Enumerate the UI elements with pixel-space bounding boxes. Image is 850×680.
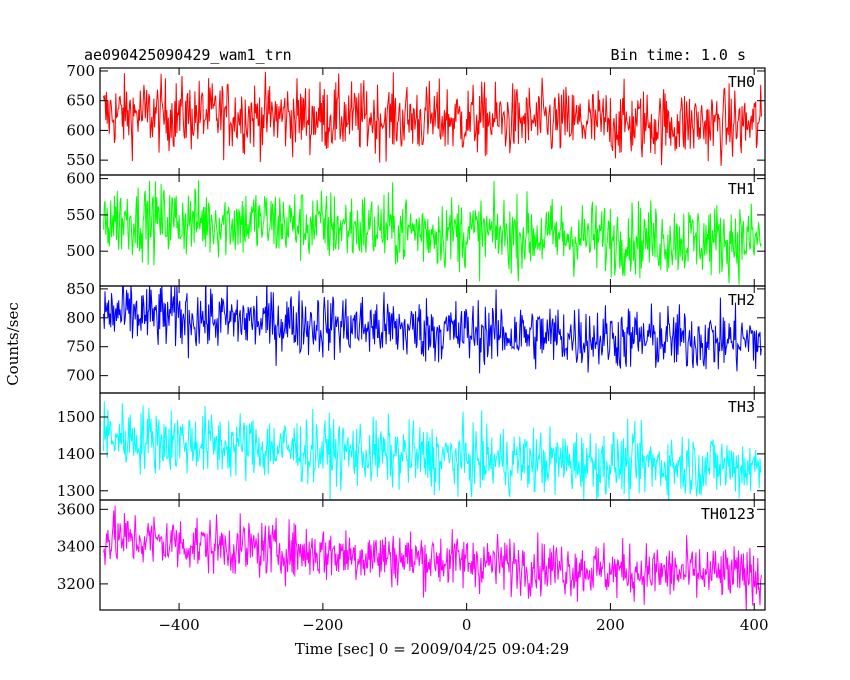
panel-label: TH1 [728,180,755,198]
y-tick-label: 700 [66,62,95,80]
y-tick-label: 650 [66,92,95,110]
y-tick-label: 3400 [57,538,95,556]
y-tick-label: 500 [66,242,95,260]
series-th1 [103,180,762,285]
y-tick-label: 750 [66,338,95,356]
panel-label: TH2 [728,291,755,309]
panel-th3: 1300 1400 1500 TH3 [57,392,766,501]
x-axis-label: Time [sec] 0 = 2009/04/25 09:04:29 [295,640,569,658]
y-tick-label: 3200 [57,575,95,593]
y-tick-label: 1500 [57,408,95,426]
x-tick-label: 400 [740,616,769,634]
y-tick-label: 550 [66,151,95,169]
y-tick-label: 3600 [57,500,95,518]
panel-th1: 500 550 600 TH1 [66,170,766,287]
bin-time-label: Bin time: 1.0 s [611,46,746,64]
x-tick-label: −400 [158,616,199,634]
y-tick-label: 850 [66,280,95,298]
y-tick-label: 700 [66,367,95,385]
series-th2 [103,286,762,374]
y-tick-label: 1400 [57,445,95,463]
x-tick-label: −200 [302,616,343,634]
panel-label: TH0123 [701,505,755,523]
series-th0 [103,71,762,166]
y-tick-label: 1300 [57,482,95,500]
panel-th0: 550 600 650 700 TH0 [66,62,766,176]
panel-label: TH0 [728,73,755,91]
x-tick-label: 0 [462,616,472,634]
panel-th2: 700 750 800 850 TH2 [66,280,766,394]
chart-title: ae090425090429_wam1_trn [84,46,292,64]
y-tick-label: 800 [66,309,95,327]
panel-label: TH3 [728,398,755,416]
panels-group: 550600650700TH0500550600TH1700750800850T… [57,62,766,611]
y-axis-label: Counts/sec [4,302,22,386]
y-tick-label: 600 [66,121,95,139]
y-tick-label: 600 [66,170,95,188]
panel-th0123: 3200 3400 3600 TH0123 [57,499,766,611]
series-th0123 [103,505,762,610]
x-tick-label: 200 [596,616,625,634]
series-th3 [103,401,762,500]
y-tick-label: 550 [66,206,95,224]
panel-frame [99,499,766,611]
x-axis: −400 −200 0 200 400 [158,616,768,634]
